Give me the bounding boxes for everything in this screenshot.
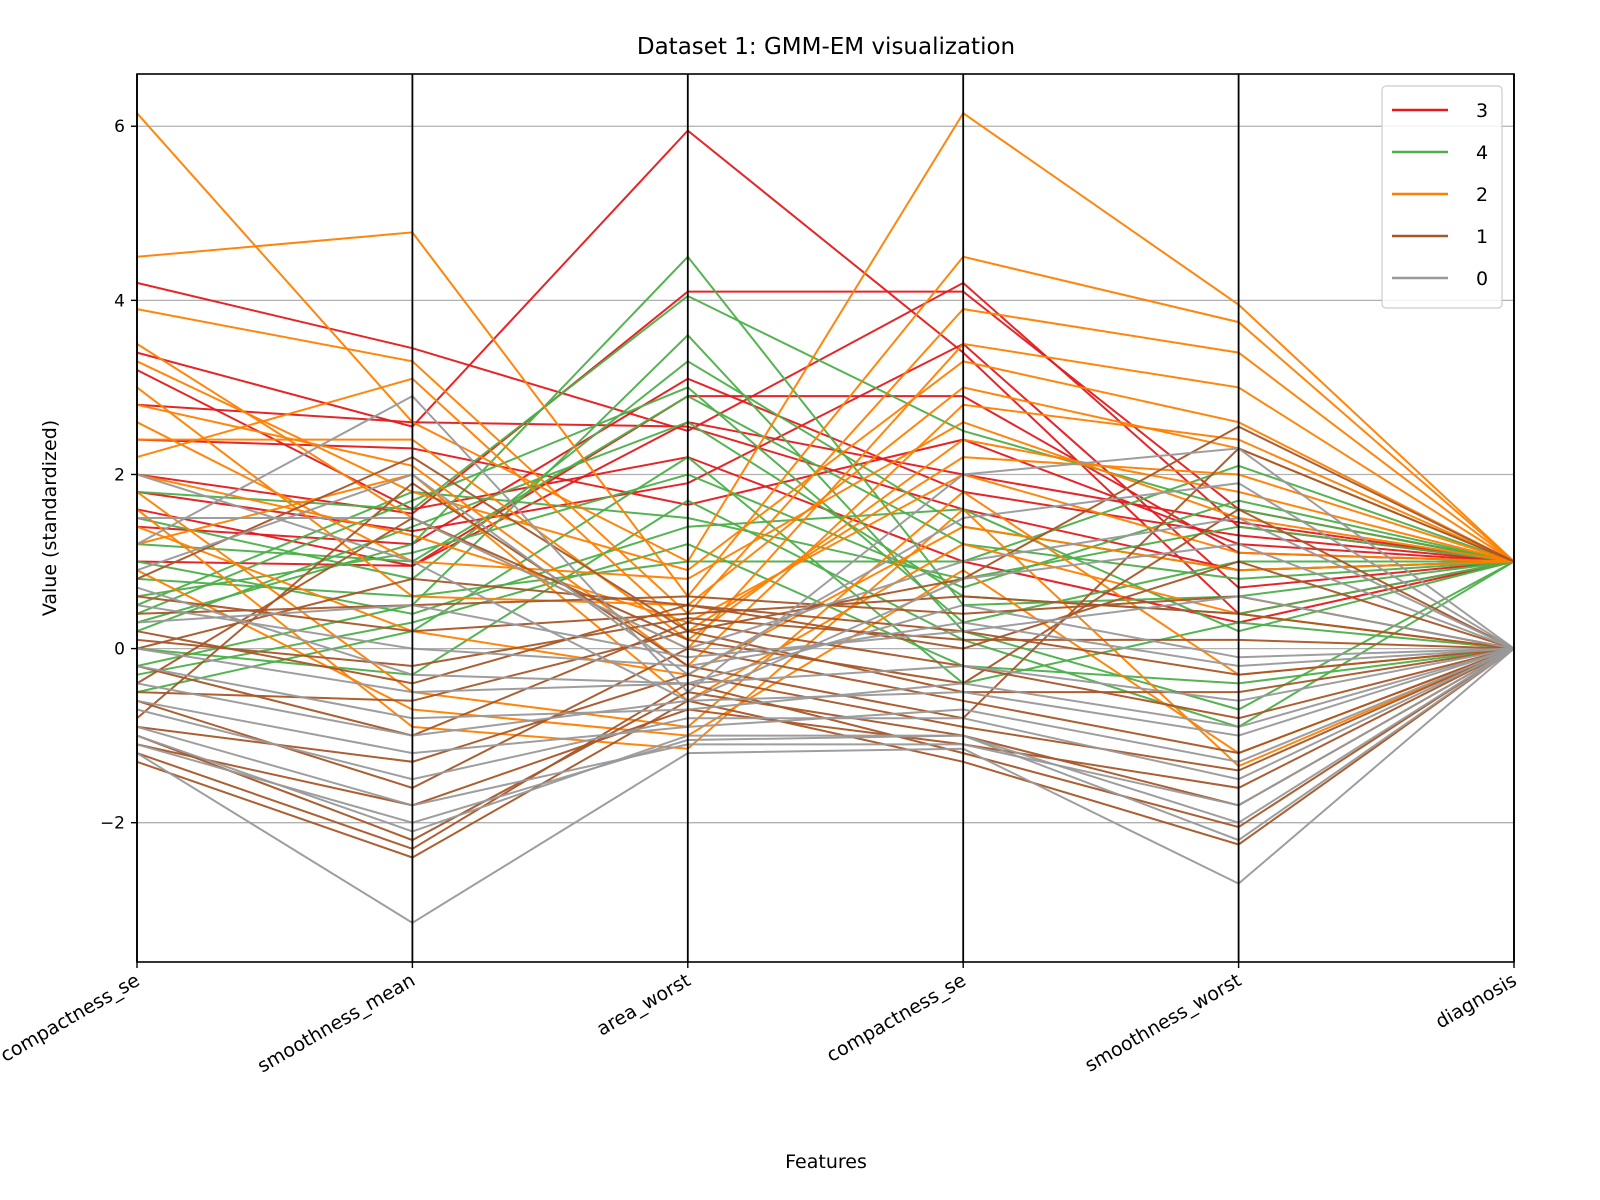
- series-0-line-7: [136, 473, 1515, 676]
- series-0-line-14: [136, 586, 1515, 685]
- series-2-line-1: [136, 231, 1515, 599]
- legend: 3 4 2 1 0: [1381, 85, 1503, 309]
- series-3-line-2: [136, 438, 1515, 563]
- series-4-line-0: [136, 255, 1515, 624]
- legend-label-0: 0: [1476, 268, 1488, 290]
- series-4-line-6: [136, 294, 1515, 563]
- series-2-line-5: [136, 377, 1515, 633]
- series-1-line-14: [136, 647, 1515, 772]
- series-2-line-12: [136, 525, 1515, 676]
- series-1-line-11: [136, 647, 1515, 807]
- series-0-line-1: [136, 647, 1515, 833]
- series-1-line-15: [136, 617, 1515, 668]
- series-0: [136, 394, 1515, 924]
- series-4-line-7: [136, 499, 1515, 728]
- series-1-line-12: [136, 630, 1515, 702]
- legend-label-1: 1: [1476, 226, 1488, 248]
- series-2-line-7: [136, 421, 1515, 580]
- vertical-feature-axes: [136, 74, 1515, 962]
- legend-box: [1381, 85, 1503, 309]
- series-3-line-5: [136, 421, 1515, 567]
- y-tick-label-3: 4: [114, 291, 125, 311]
- legend-label-2: 2: [1476, 184, 1488, 206]
- series-0-line-15: [136, 647, 1515, 842]
- series-0-line-0: [136, 647, 1515, 924]
- legend-label-3: 3: [1476, 100, 1488, 122]
- series-1-line-0: [136, 647, 1515, 859]
- y-tick-label-4: 6: [114, 117, 125, 137]
- series-1-line-8: [136, 447, 1515, 720]
- y-tick-label-1: 0: [114, 640, 125, 660]
- y-tick-label-0: −2: [100, 814, 125, 834]
- series-0-line-12: [136, 473, 1515, 702]
- plot-frame: [136, 73, 1515, 963]
- series-1-line-5: [136, 604, 1515, 685]
- series-1-line-10: [136, 560, 1515, 650]
- series-0-line-4: [136, 647, 1515, 702]
- series-2-line-0: [136, 111, 1515, 563]
- y-ticks: −2 0 2 4 6: [100, 117, 137, 834]
- polylines-layer: [136, 111, 1515, 924]
- y-tick-label-2: 2: [114, 465, 125, 485]
- series-2-line-15: [136, 473, 1515, 624]
- x-axis-label: Features: [785, 1151, 867, 1173]
- series-0-line-6: [136, 394, 1515, 694]
- series-2-line-13: [136, 360, 1515, 572]
- series-2-line-11: [137, 438, 1515, 642]
- series-0-line-8: [137, 516, 1515, 650]
- y-axis-label: Value (standardized): [39, 420, 61, 616]
- chart-title: Dataset 1: GMM-EM visualization: [637, 34, 1015, 60]
- legend-label-4: 4: [1476, 142, 1488, 164]
- series-0-line-10: [136, 647, 1515, 728]
- series-2-line-2: [136, 308, 1515, 616]
- series-2-line-4: [136, 403, 1515, 668]
- series-0-line-9: [136, 647, 1515, 807]
- series-0-line-13: [136, 647, 1515, 763]
